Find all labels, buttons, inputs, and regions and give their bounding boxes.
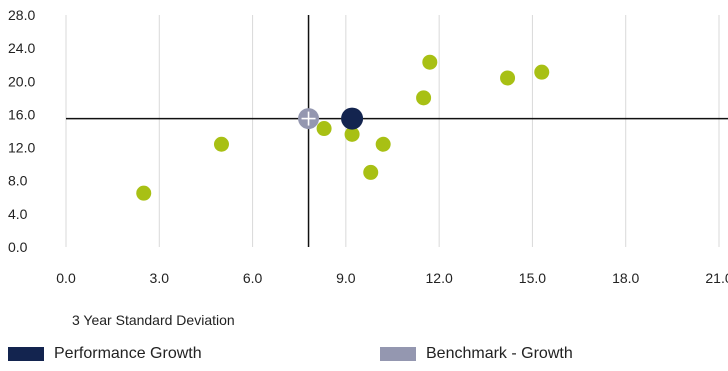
peer-point <box>422 54 438 70</box>
y-tick-label: 4.0 <box>8 206 28 222</box>
legend-label-benchmark-growth: Benchmark - Growth <box>426 345 573 362</box>
y-tick-label: 12.0 <box>8 140 35 156</box>
peer-point <box>344 126 360 142</box>
peer-point <box>416 90 432 106</box>
peer-point <box>363 164 379 180</box>
peer-point <box>500 70 516 86</box>
legend-label-performance-growth: Performance Growth <box>54 345 202 362</box>
peer-point <box>375 136 391 152</box>
x-axis-label: 3 Year Standard Deviation <box>72 312 235 328</box>
peer-point <box>136 185 152 201</box>
legend-swatch-performance-growth <box>8 347 44 361</box>
y-tick-label: 28.0 <box>8 7 35 23</box>
x-tick-label: 15.0 <box>519 270 546 286</box>
x-tick-label: 0.0 <box>56 270 76 286</box>
fund-point <box>341 107 364 130</box>
peer-point <box>213 136 229 152</box>
x-tick-label: 18.0 <box>612 270 639 286</box>
legend-item-performance-growth: Performance Growth <box>8 345 202 363</box>
peer-point <box>316 121 332 137</box>
peer-point <box>534 64 550 80</box>
legend-swatch-benchmark-growth <box>380 347 416 361</box>
x-tick-label: 21.0 <box>705 270 728 286</box>
x-tick-label: 12.0 <box>426 270 453 286</box>
legend-item-benchmark-growth: Benchmark - Growth <box>380 345 573 363</box>
x-tick-label: 6.0 <box>243 270 263 286</box>
scatter-chart: 0.0 3.0 6.0 9.0 12.0 15.0 18.0 21.0 0.0 4.0 8.0 12.… <box>8 7 728 286</box>
y-tick-label: 16.0 <box>8 106 35 122</box>
y-tick-label: 24.0 <box>8 40 35 56</box>
y-tick-label: 20.0 <box>8 73 35 89</box>
x-tick-label: 9.0 <box>336 270 356 286</box>
y-tick-label: 0.0 <box>8 239 28 255</box>
y-tick-label: 8.0 <box>8 173 28 189</box>
x-tick-label: 3.0 <box>150 270 170 286</box>
